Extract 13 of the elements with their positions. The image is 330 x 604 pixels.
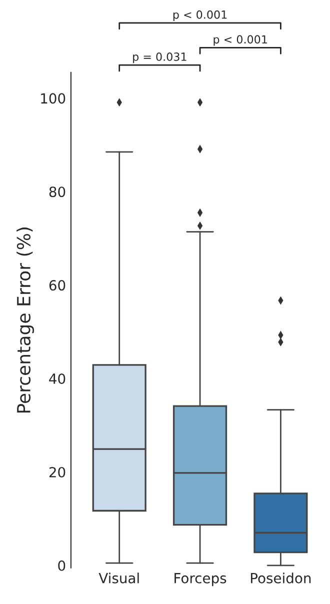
text: p = 0.031 [133, 52, 186, 64]
y-tick-label: 60 [49, 280, 66, 291]
x-tick-label: Visual [98, 572, 139, 584]
y-axis-title: Percentage Error (%) [16, 228, 34, 412]
x-tick-label: Forceps [174, 573, 226, 586]
y-tick-label: 100 [41, 93, 66, 104]
text: p < 0.001 [214, 35, 267, 46]
y-tick-label: 0 [58, 560, 66, 571]
y-tick-label: 80 [49, 186, 66, 198]
y-tick-label: 40 [49, 373, 66, 384]
x-tick-label: Poseidon [250, 572, 311, 584]
y-tick-label: 20 [49, 466, 66, 478]
text: p < 0.001 [173, 10, 227, 21]
